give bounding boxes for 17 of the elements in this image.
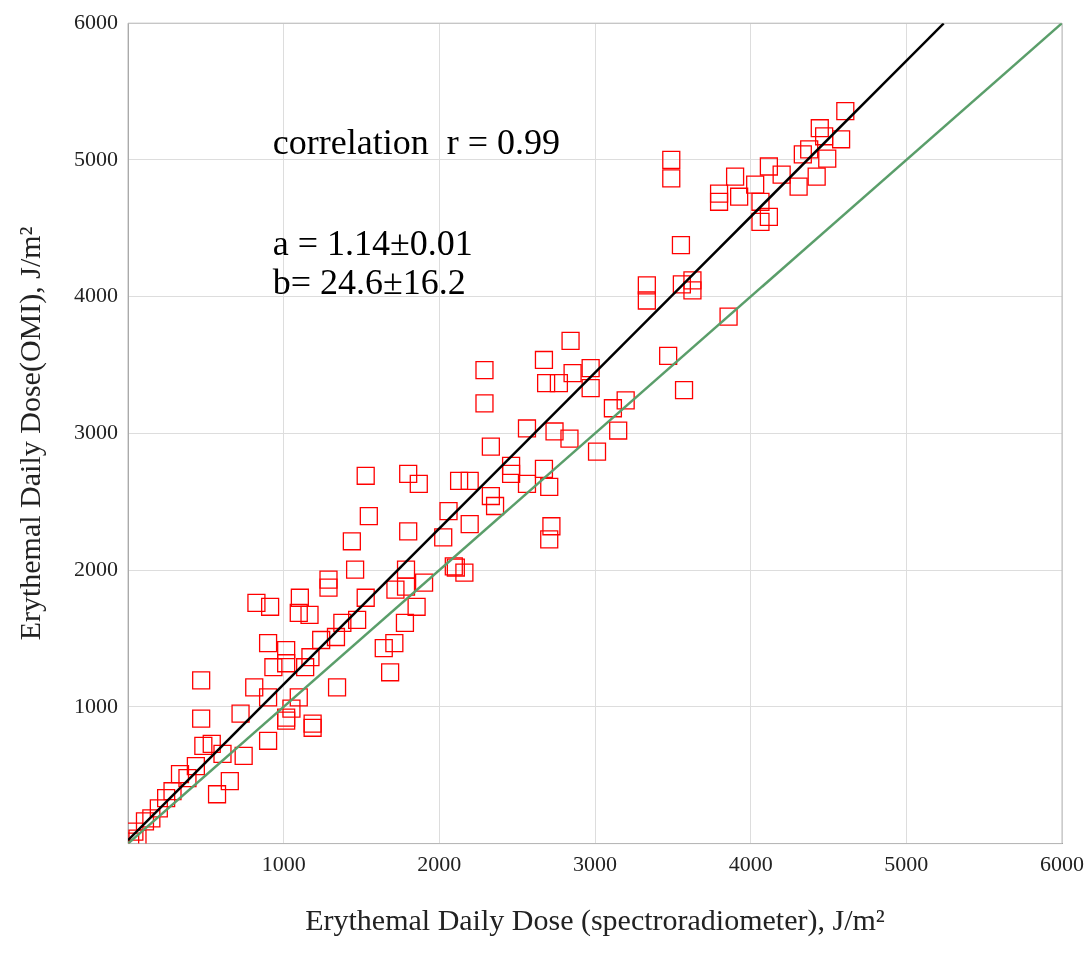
- y-tick-label: 5000: [74, 145, 118, 171]
- x-tick-label: 4000: [728, 850, 773, 876]
- annotation: correlation r = 0.99: [272, 122, 560, 163]
- annotation: b= 24.6±16.2: [272, 261, 466, 302]
- x-axis-title: Erythemal Daily Dose (spectroradiometer), J/m²: [305, 902, 885, 937]
- annotation: a = 1.14±0.01: [272, 223, 473, 264]
- x-tick-label: 3000: [573, 850, 617, 876]
- y-tick-label: 4000: [74, 282, 118, 308]
- y-tick-label: 2000: [74, 555, 118, 581]
- y-tick-label: 3000: [74, 419, 118, 445]
- y-tick-label: 6000: [74, 8, 118, 34]
- y-tick-label: 1000: [74, 692, 118, 718]
- x-tick-label: 2000: [417, 850, 462, 876]
- x-tick-label: 1000: [261, 850, 306, 876]
- x-tick-label: 6000: [1040, 850, 1084, 876]
- y-axis-title: Erythemal Daily Dose(OMI), J/m²: [12, 226, 47, 641]
- x-tick-label: 5000: [884, 850, 929, 876]
